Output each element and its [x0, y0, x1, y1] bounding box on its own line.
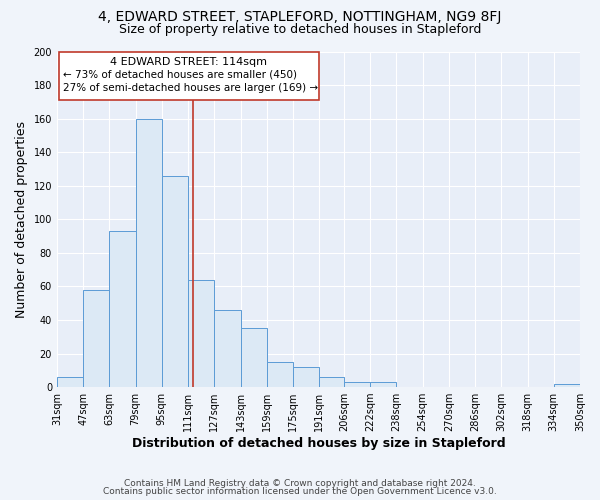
Text: 27% of semi-detached houses are larger (169) →: 27% of semi-detached houses are larger (… [64, 84, 319, 94]
Bar [188, 280, 214, 387]
Y-axis label: Number of detached properties: Number of detached properties [15, 121, 28, 318]
Text: Contains public sector information licensed under the Open Government Licence v3: Contains public sector information licen… [103, 487, 497, 496]
Text: Contains HM Land Registry data © Crown copyright and database right 2024.: Contains HM Land Registry data © Crown c… [124, 478, 476, 488]
Bar [83, 290, 109, 387]
Text: ← 73% of detached houses are smaller (450): ← 73% of detached houses are smaller (45… [64, 70, 298, 80]
Bar [214, 310, 241, 387]
Bar [57, 377, 83, 387]
Bar [319, 377, 344, 387]
Text: Size of property relative to detached houses in Stapleford: Size of property relative to detached ho… [119, 22, 481, 36]
Bar [554, 384, 580, 387]
Bar [59, 52, 319, 100]
Bar [136, 118, 162, 387]
Bar [162, 176, 188, 387]
Bar [370, 382, 397, 387]
Bar [344, 382, 370, 387]
Text: 4 EDWARD STREET: 114sqm: 4 EDWARD STREET: 114sqm [110, 56, 268, 66]
Bar [241, 328, 267, 387]
Bar [109, 231, 136, 387]
Text: 4, EDWARD STREET, STAPLEFORD, NOTTINGHAM, NG9 8FJ: 4, EDWARD STREET, STAPLEFORD, NOTTINGHAM… [98, 10, 502, 24]
X-axis label: Distribution of detached houses by size in Stapleford: Distribution of detached houses by size … [131, 437, 505, 450]
Bar [293, 367, 319, 387]
Bar [267, 362, 293, 387]
